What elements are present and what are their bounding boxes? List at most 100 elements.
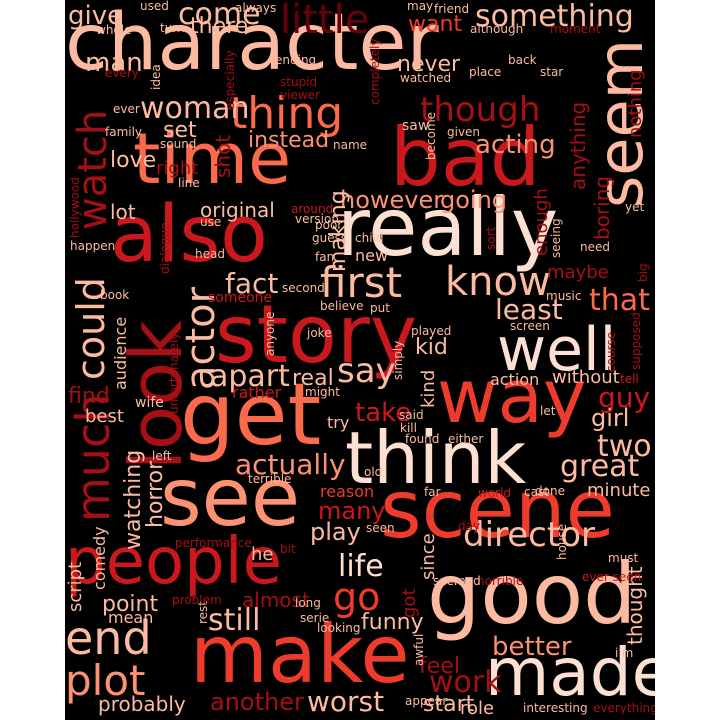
word: ever	[113, 102, 140, 116]
word: course	[604, 331, 618, 372]
word: fan	[315, 250, 335, 264]
word: unfortunately	[167, 332, 181, 414]
word: right	[156, 158, 199, 179]
word: happen	[70, 239, 116, 253]
word: family	[105, 125, 143, 139]
word: since	[418, 533, 439, 580]
word: feel	[419, 654, 460, 679]
word: found	[405, 432, 440, 446]
word: joke	[307, 326, 332, 340]
word: need	[580, 240, 610, 254]
word: simply	[391, 340, 405, 380]
word: two	[597, 429, 652, 464]
word: plot	[65, 656, 146, 705]
word: moment	[550, 22, 601, 36]
word: watched	[400, 71, 452, 85]
word: whole	[96, 23, 132, 37]
word: idea	[149, 64, 163, 90]
word: hollywood	[68, 177, 82, 238]
word: world	[478, 486, 512, 500]
word: use	[200, 215, 222, 229]
word: done	[535, 484, 565, 498]
word: head	[195, 247, 225, 261]
word: fact	[225, 267, 279, 300]
word: though	[420, 90, 541, 130]
word: someone	[208, 290, 273, 306]
word: come	[178, 0, 261, 32]
word: ever seen	[582, 570, 642, 584]
word: instead	[248, 128, 330, 153]
word: maybe	[547, 262, 609, 283]
word: rather	[232, 383, 282, 402]
word: left	[152, 449, 172, 463]
word: sound	[160, 137, 197, 151]
word: give	[68, 1, 124, 31]
word: saw	[402, 118, 430, 134]
word: best	[85, 406, 124, 427]
word: performance	[175, 536, 252, 550]
word: story	[215, 288, 418, 381]
word: role	[460, 698, 495, 719]
word: kill	[400, 421, 417, 435]
word: find	[68, 384, 110, 409]
word: tell	[620, 372, 639, 386]
word: there	[190, 14, 249, 39]
word: long	[295, 596, 321, 610]
word: dialogue	[158, 222, 172, 274]
word: i'm	[615, 646, 634, 660]
word: anyone	[263, 311, 277, 356]
word: something	[475, 0, 634, 34]
word: bad	[390, 111, 541, 204]
word: ending	[275, 53, 317, 67]
word: especially	[223, 50, 237, 110]
word: although	[470, 22, 524, 36]
word: terrible	[248, 472, 292, 486]
word: think	[345, 416, 527, 500]
word: must	[608, 551, 639, 565]
word: every	[105, 66, 139, 80]
word: problem	[172, 593, 222, 607]
word: version	[295, 212, 339, 226]
word: music	[546, 289, 582, 303]
word: completely	[368, 38, 382, 106]
word: however	[340, 186, 444, 214]
word: boring	[590, 175, 614, 240]
word: also	[110, 190, 268, 280]
word: actually	[235, 448, 346, 481]
word: stupid	[280, 75, 318, 89]
word: serie	[300, 611, 330, 625]
word: anything	[566, 101, 590, 190]
word: probably	[98, 692, 186, 716]
word: love	[110, 148, 157, 173]
word: still	[208, 603, 261, 638]
word: either	[448, 432, 484, 446]
word: try	[327, 413, 350, 432]
word: start	[423, 692, 475, 717]
word: child	[355, 231, 384, 245]
word: interesting	[523, 701, 588, 715]
word: know	[445, 259, 551, 305]
word: star	[540, 65, 564, 79]
word: got	[399, 588, 420, 619]
word: new	[355, 246, 389, 265]
word: yet	[625, 200, 645, 214]
word: guy	[598, 381, 651, 414]
word: back	[508, 53, 537, 67]
word: everything	[593, 701, 655, 715]
word: let	[540, 404, 556, 418]
word: funny	[361, 610, 424, 635]
word: may	[407, 0, 434, 13]
word: made	[485, 634, 655, 711]
word: without	[552, 367, 620, 388]
word: action	[490, 370, 540, 389]
word: played	[411, 324, 452, 338]
word: character	[65, 0, 439, 88]
word: want	[408, 12, 463, 37]
word: he	[251, 544, 274, 565]
word-cloud: character time bad also really seem stor…	[65, 0, 655, 720]
word: script	[65, 561, 86, 612]
word: another	[210, 688, 304, 716]
word: time	[133, 118, 292, 200]
word: girl	[591, 404, 630, 432]
word: life	[338, 549, 384, 584]
